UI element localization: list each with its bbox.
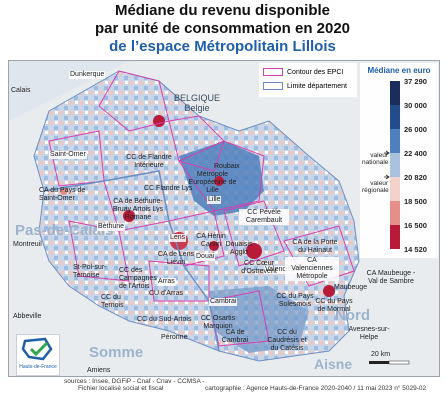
epci-ternois: CC du Ternois — [101, 294, 124, 309]
epci-flandre-interieure: CC de Flandre Intérieure — [126, 154, 172, 169]
town-montreuil: Montreuil — [13, 241, 42, 248]
epci-pays-solesmois: CC du Pays Solesmois — [276, 293, 314, 308]
red-area-bethune — [123, 210, 135, 222]
scale-value-4: 20 820 — [404, 173, 427, 182]
town-dunkerque: Dunkerque — [69, 71, 106, 79]
epci-bethune-bruay: CA de Béthune-Bruay Artois Lys Romane — [112, 198, 164, 221]
region-aisne: Aisne — [314, 356, 353, 372]
national-note: valeur nationale — [362, 152, 389, 166]
sources-line-1: sources : Insee, DGFiP - Cnaf - Cnav - C… — [64, 378, 205, 385]
scale-value-6: 16 500 — [404, 221, 427, 230]
legend-epci-label: Contour des EPCI — [287, 68, 344, 76]
scale-value-5: 18 500 — [404, 197, 427, 206]
scale-value-7: 14 520 — [404, 245, 427, 254]
outline-legend: Contour des EPCI Limite département — [259, 63, 357, 97]
scale-band-3 — [390, 153, 400, 177]
regional-value-arrow — [384, 174, 390, 180]
epci-campagnes-artois: CC des Campagnes de l'Artois — [119, 267, 157, 290]
scale-value-1: 30 000 — [404, 101, 427, 110]
town-avesnes: Avesnes-sur-Helpe — [348, 326, 390, 341]
scale-bar — [369, 360, 410, 365]
town-amiens: Amiens — [87, 367, 111, 374]
red-area-maubeuge — [323, 285, 335, 297]
town-arras: Arras — [157, 278, 176, 286]
town-maubeuge: Maubeuge — [334, 284, 368, 291]
town-cambrai: Cambrai — [209, 298, 238, 306]
epci-maubeuge-sambre: CA Maubeuge - Val de Sambre — [366, 270, 416, 285]
epci-osartis: CC Osartis Marquion — [200, 315, 236, 330]
epci-cu-arras: CU d'Arras — [149, 290, 184, 297]
epci-swatch — [263, 68, 283, 76]
title-line-1: Médiane du revenu disponible — [114, 2, 331, 19]
epci-henin: CA Hénin Carvin — [196, 233, 226, 248]
region-logo: Hauts-de-France — [16, 334, 60, 376]
epci-pays-st-omer: CA du Pays de Saint-Omer — [39, 187, 86, 202]
epci-caudresis: CC du Caudrésis et du Catésis — [267, 329, 307, 352]
epci-mel: Métropole Européenne de Lille — [188, 171, 237, 194]
epci-flandre-lys: CC Flandre Lys — [144, 185, 193, 192]
sources-line-2: Fichier localisé social et fiscal — [78, 385, 164, 392]
epci-douaisis: Douaisis Agglo — [225, 241, 253, 256]
epci-pays-mormal: CC du Pays de Mormal — [315, 298, 353, 313]
title-line-3: de l’espace Métropolitain Lillois — [109, 38, 336, 55]
epci-pevele: CC Pévèle Carembault — [239, 209, 289, 225]
scale-band-0 — [390, 81, 400, 105]
scale-band-4 — [390, 177, 400, 201]
red-area-valenciennes — [246, 243, 262, 259]
epci-porte-hainaut: CA de la Porte du Hainaut — [292, 239, 338, 254]
epci-lens-lievin: CA de Lens Liévin — [157, 251, 195, 266]
town-peronne: Péronne — [161, 334, 188, 341]
regional-note: valeur régionale — [362, 180, 389, 194]
study-region — [33, 70, 360, 362]
legend-dept-label: Limite département — [287, 82, 347, 90]
scale-band-2 — [390, 129, 400, 153]
map-canvas — [9, 61, 439, 376]
town-bethune: Béthune — [97, 223, 126, 231]
national-value-arrow — [384, 150, 390, 156]
scale-value-2: 26 000 — [404, 125, 427, 134]
country-name: BELGIQUE — [174, 93, 221, 103]
town-roubaix: Roubaix — [214, 163, 240, 170]
town-saint-omer: Saint-Omer — [49, 151, 87, 159]
epci-coeur-ostrevent: CC Cœur d'Ostrevent — [241, 260, 277, 275]
logo-text: Hauts-de-France — [19, 364, 57, 370]
scale-bar-svg — [384, 81, 400, 249]
scale-bar-label: 20 km — [371, 351, 391, 358]
red-area-roubaix — [214, 176, 224, 186]
red-area-dunkerque — [153, 115, 165, 127]
title-line-2: par unité de consommation en 2020 — [94, 20, 351, 37]
town-douai: Douai — [195, 253, 216, 261]
scale-value-3: 22 400 — [404, 149, 427, 158]
epci-ca-cambrai: CA de Cambrai — [221, 329, 249, 344]
town-lille: Lille — [207, 196, 222, 204]
map-credit: cartographie : Agence Hauts-de-France 20… — [205, 385, 427, 392]
red-area-douai — [209, 241, 219, 251]
region-nord: Nord — [335, 307, 370, 324]
scale-title: Médiane en euro — [367, 66, 431, 75]
legend-epci: Contour des EPCI — [263, 68, 343, 76]
scale-value-0: 37 290 — [404, 77, 427, 86]
town-calais: Calais — [11, 87, 31, 94]
region-pas-de-calais: Pas-de-Calais — [15, 222, 114, 239]
scale-band-6 — [390, 225, 400, 249]
town-lens: Lens — [169, 234, 187, 242]
epci-valenciennes-metro: CA Valenciennes Métropole — [285, 257, 339, 281]
scale-band-5 — [390, 201, 400, 225]
scale-band-1 — [390, 105, 400, 129]
color-scale-legend: Médiane en euro 37 290 30 000 26 000 22 400… — [360, 63, 438, 258]
country-label: BELGIQUE Belgie — [174, 93, 220, 113]
map-title: Médiane du revenu disponible par unité d… — [0, 2, 445, 56]
town-st-pol: St-Pol-sur-Ternoise — [73, 264, 107, 279]
country-sub: Belgie — [184, 103, 210, 113]
region-somme: Somme — [89, 344, 144, 361]
logo-icon — [21, 337, 53, 361]
town-abbeville: Abbeville — [13, 313, 42, 320]
legend-dept: Limite département — [263, 82, 347, 90]
dept-swatch — [263, 82, 283, 90]
pink-area-west — [60, 187, 68, 195]
epci-sud-artois: CC du Sud-Artois — [137, 316, 192, 323]
